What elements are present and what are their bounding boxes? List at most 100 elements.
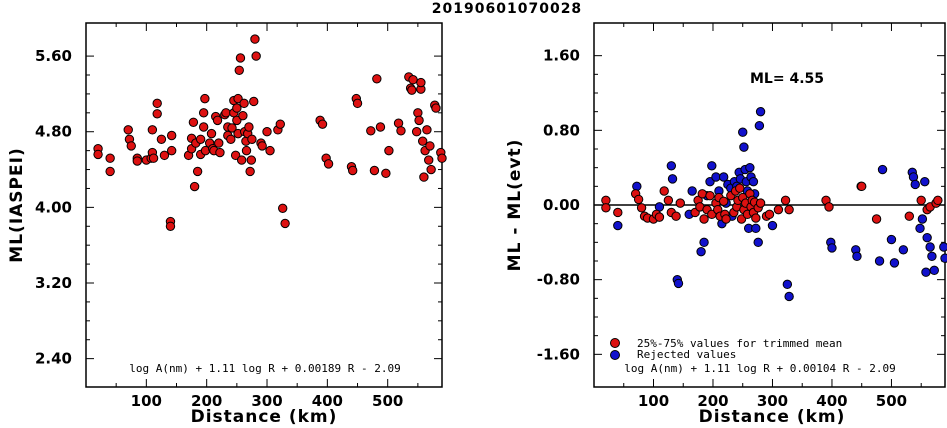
rejected-point xyxy=(920,176,930,187)
ml-data-point xyxy=(198,108,209,118)
right-y-axis-label: ML - ML(evt) xyxy=(505,139,525,272)
ml-data-point xyxy=(152,98,162,109)
ml-data-point xyxy=(250,34,260,44)
y-tick-label: -0.80 xyxy=(537,271,580,289)
ml-data-point xyxy=(230,150,241,161)
ml-data-point xyxy=(227,123,237,133)
legend-trimmed-label: 25%-75% values for trimmed mean xyxy=(637,337,842,350)
ml-data-point xyxy=(159,150,170,161)
x-tick-label: 400 xyxy=(816,392,847,410)
rejected-point xyxy=(898,245,909,255)
ml-data-point xyxy=(235,53,246,63)
rejected-point xyxy=(927,251,937,262)
right-x-axis-label: Distance (km) xyxy=(699,407,846,427)
ml-data-point xyxy=(147,125,158,135)
ml-data-point xyxy=(105,153,115,163)
trimmed-point xyxy=(933,195,943,206)
ml-data-point xyxy=(249,96,259,107)
rejected-point xyxy=(852,251,862,262)
ml-data-point xyxy=(195,134,206,144)
rejected-point xyxy=(877,164,888,175)
ml-data-point xyxy=(317,119,328,129)
rejected-point xyxy=(738,127,748,137)
ml-data-point xyxy=(426,164,436,175)
trimmed-point xyxy=(764,209,775,220)
ml-data-point xyxy=(238,110,248,121)
ml-data-point xyxy=(233,93,243,104)
trimmed-point xyxy=(824,202,834,212)
x-tick-label: 100 xyxy=(638,392,669,410)
legend-rejected-marker xyxy=(610,350,620,360)
y-tick-label: 2.40 xyxy=(35,350,72,368)
x-tick-label: 300 xyxy=(757,392,788,410)
rejected-point xyxy=(925,242,935,252)
x-tick-label: 100 xyxy=(131,392,162,410)
rejected-point xyxy=(929,265,939,276)
trimmed-point xyxy=(659,186,669,196)
trimmed-point xyxy=(721,214,731,224)
ml-data-point xyxy=(425,141,435,151)
ml-data-point xyxy=(384,145,394,156)
ml-data-point xyxy=(352,98,363,109)
trimmed-point xyxy=(718,196,729,206)
y-tick-label: 0.00 xyxy=(543,196,580,214)
rejected-point xyxy=(784,291,794,302)
ml-data-point xyxy=(375,122,386,132)
ml-data-point xyxy=(165,221,176,231)
ml-data-point xyxy=(414,115,424,126)
ml-data-point xyxy=(275,119,285,129)
rejected-point xyxy=(613,220,623,231)
ml-data-point xyxy=(212,115,223,126)
ml-data-point xyxy=(413,108,423,118)
ml-data-point xyxy=(265,145,275,156)
trimmed-point xyxy=(784,204,794,215)
rejected-point xyxy=(699,237,709,248)
x-tick-label: 400 xyxy=(312,392,343,410)
ml-data-point xyxy=(192,166,203,177)
rejected-point xyxy=(940,253,947,263)
x-tick-label: 300 xyxy=(251,392,282,410)
ml-data-point xyxy=(396,126,406,136)
trimmed-point xyxy=(755,198,766,208)
ml-data-point xyxy=(132,156,142,166)
trimmed-point xyxy=(780,195,791,206)
ml-data-point xyxy=(411,127,422,137)
ml-data-point xyxy=(206,128,217,139)
rejected-point xyxy=(886,234,897,245)
trimmed-point xyxy=(857,181,867,192)
ml-data-point xyxy=(323,159,334,169)
rejected-point xyxy=(711,172,721,182)
y-tick-label: 4.80 xyxy=(35,123,72,141)
ml-data-point xyxy=(148,153,159,163)
ml-data-point xyxy=(366,126,376,136)
y-tick-label: -1.60 xyxy=(537,345,580,363)
ml-data-point xyxy=(246,155,257,165)
x-tick-label: 200 xyxy=(697,392,728,410)
rejected-point xyxy=(754,120,765,131)
trimmed-point xyxy=(705,190,715,201)
rejected-point xyxy=(667,174,678,184)
ml-data-point xyxy=(280,218,290,229)
rejected-point xyxy=(767,220,778,231)
ml-data-point xyxy=(417,136,428,146)
ml-data-point xyxy=(244,122,254,132)
legend-trimmed-marker xyxy=(610,338,620,348)
rejected-point xyxy=(917,214,928,224)
ml-data-point xyxy=(189,181,200,192)
ml-data-point xyxy=(236,155,247,165)
rejected-point xyxy=(666,161,677,171)
ml-data-point xyxy=(166,130,177,141)
trimmed-point xyxy=(697,189,707,199)
trimmed-point xyxy=(613,207,623,218)
figure-title: 20190601070028 xyxy=(432,1,582,17)
trimmed-point xyxy=(904,211,915,221)
trimmed-point xyxy=(663,195,674,206)
left-formula-label: log A(nm) + 1.11 log R + 0.00189 R - 2.0… xyxy=(129,362,401,375)
trimmed-point xyxy=(671,211,681,221)
ml-data-point xyxy=(234,65,244,75)
event-ml-label: ML= 4.55 xyxy=(750,71,824,87)
ml-data-point xyxy=(232,103,242,113)
trimmed-point xyxy=(654,212,665,222)
trimmed-point xyxy=(699,214,709,224)
